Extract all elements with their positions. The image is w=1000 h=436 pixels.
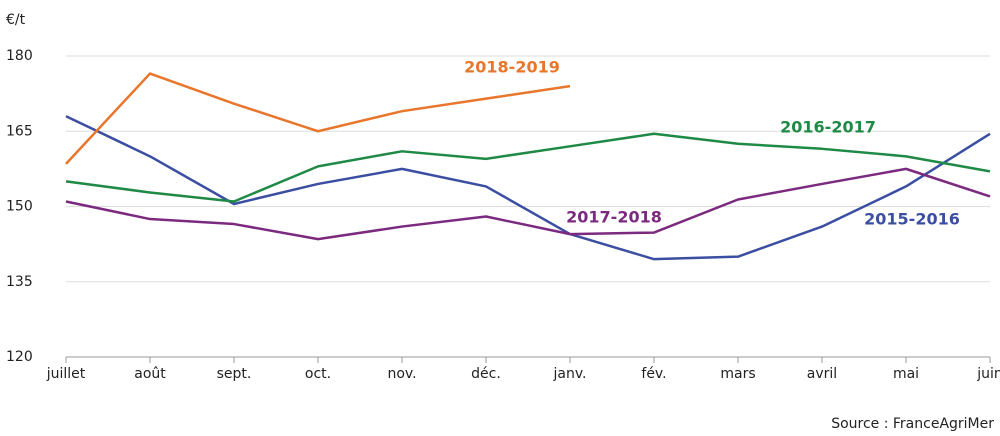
y-axis-label: €/t: [6, 12, 26, 28]
x-tick-label: janv.: [553, 366, 587, 382]
y-tick-label: 165: [6, 123, 33, 139]
x-tick-label: fév.: [641, 366, 666, 382]
series-label: 2015-2016: [864, 210, 960, 229]
x-tick-label: sept.: [217, 366, 252, 382]
series-label: 2018-2019: [464, 58, 560, 77]
x-tick-label: nov.: [387, 366, 416, 382]
y-tick-label: 120: [6, 349, 33, 365]
source: Source : FranceAgriMer: [831, 416, 994, 432]
series-label: 2016-2017: [780, 118, 876, 137]
series-line: [65, 167, 991, 241]
x-tick-label: août: [134, 366, 166, 382]
x-tick-label: juillet: [46, 366, 86, 382]
y-tick-label: 180: [6, 48, 33, 64]
y-tick-label: 150: [6, 199, 33, 215]
series-line: [65, 132, 991, 203]
series-line: [65, 72, 571, 165]
series-line: [65, 115, 991, 261]
x-tick-label: avril: [807, 366, 837, 382]
y-tick-label: 135: [6, 274, 33, 290]
x-tick-label: mai: [893, 366, 919, 382]
x-tick-label: déc.: [471, 366, 501, 382]
series-label: 2017-2018: [566, 208, 662, 227]
x-tick-label: mars: [720, 366, 755, 382]
x-tick-label: oct.: [305, 366, 331, 382]
x-tick-label: juin: [976, 366, 1000, 382]
